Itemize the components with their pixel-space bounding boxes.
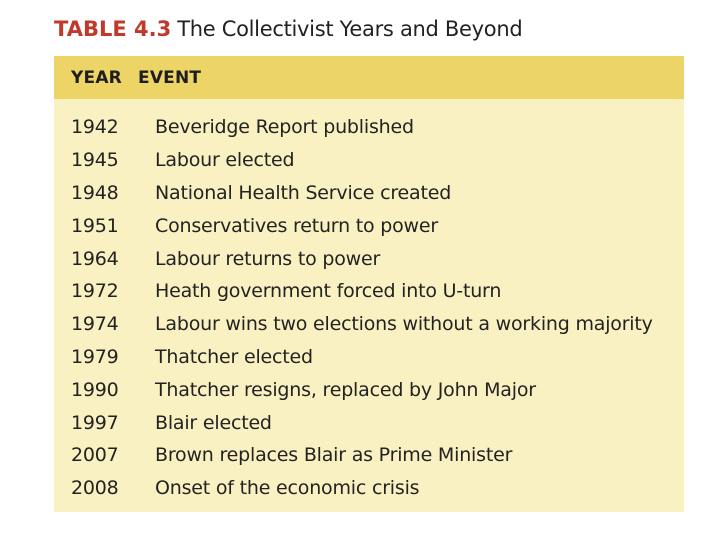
year-cell: 1979	[71, 345, 119, 368]
table-row: 2008 Onset of the economic crisis	[54, 472, 684, 505]
table-row: 1951 Conservatives return to power	[54, 209, 684, 242]
year-cell: 1974	[71, 313, 119, 336]
table-row: 1990 Thatcher resigns, replaced by John …	[54, 373, 684, 406]
year-cell: 1951	[71, 214, 119, 237]
table-number-label: TABLE 4.3	[54, 17, 172, 41]
table-row: 2007 Brown replaces Blair as Prime Minis…	[54, 439, 684, 472]
event-cell: National Health Service created	[155, 181, 452, 204]
event-column-header: EVENT	[138, 67, 202, 88]
year-cell: 1990	[71, 378, 119, 401]
table-row: 1948 National Health Service created	[54, 177, 684, 210]
table-row: 1964 Labour returns to power	[54, 242, 684, 275]
event-cell: Conservatives return to power	[155, 214, 438, 237]
table-header-row: YEAR EVENT	[54, 56, 684, 99]
event-cell: Labour returns to power	[155, 247, 381, 270]
event-cell: Brown replaces Blair as Prime Minister	[155, 444, 513, 467]
year-cell: 1997	[71, 411, 119, 434]
event-cell: Thatcher resigns, replaced by John Major	[155, 378, 536, 401]
table-body: 1942 Beveridge Report published 1945 Lab…	[54, 99, 684, 505]
table-row: 1974 Labour wins two elections without a…	[54, 308, 684, 341]
table-row: 1997 Blair elected	[54, 406, 684, 439]
year-cell: 1942	[71, 116, 119, 139]
events-table: YEAR EVENT 1942 Beveridge Report publish…	[54, 56, 684, 512]
year-cell: 1964	[71, 247, 119, 270]
year-column-header: YEAR	[71, 67, 122, 88]
event-cell: Onset of the economic crisis	[155, 477, 420, 500]
year-cell: 1972	[71, 280, 119, 303]
table-caption: TABLE 4.3 The Collectivist Years and Beyo…	[54, 14, 694, 44]
table-row: 1945 Labour elected	[54, 144, 684, 177]
year-cell: 2008	[71, 477, 119, 500]
table-row: 1942 Beveridge Report published	[54, 111, 684, 144]
event-cell: Beveridge Report published	[155, 116, 414, 139]
table-row: 1972 Heath government forced into U-turn	[54, 275, 684, 308]
year-cell: 1948	[71, 181, 119, 204]
event-cell: Heath government forced into U-turn	[155, 280, 502, 303]
year-cell: 2007	[71, 444, 119, 467]
event-cell: Thatcher elected	[155, 345, 313, 368]
table-title: The Collectivist Years and Beyond	[177, 17, 523, 41]
event-cell: Labour elected	[155, 149, 295, 172]
event-cell: Labour wins two elections without a work…	[155, 313, 653, 336]
table-row: 1979 Thatcher elected	[54, 341, 684, 374]
event-cell: Blair elected	[155, 411, 272, 434]
year-cell: 1945	[71, 149, 119, 172]
